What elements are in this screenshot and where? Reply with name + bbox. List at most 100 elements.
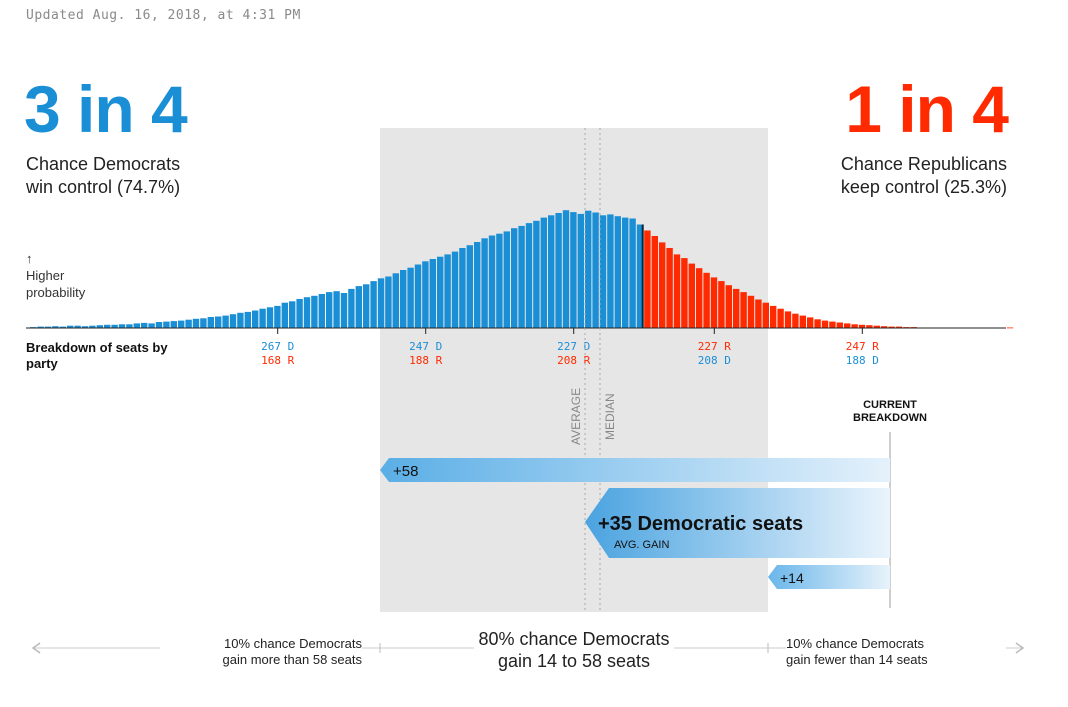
bar-253-seats bbox=[377, 278, 385, 328]
distribution-bars bbox=[30, 210, 1014, 329]
bar-256-seats bbox=[355, 286, 362, 328]
bar-183-seats bbox=[895, 326, 903, 328]
bar-263-seats bbox=[303, 297, 311, 328]
democrat-description: Chance Democrats win control (74.7%) bbox=[26, 153, 246, 199]
democrat-description-line1: Chance Democrats bbox=[26, 154, 181, 174]
avg-gain-label: +35 Democratic seats bbox=[598, 513, 803, 535]
bar-191-seats bbox=[836, 322, 843, 328]
bar-275-seats bbox=[215, 316, 222, 328]
bar-296-seats bbox=[59, 326, 66, 328]
bar-234-seats bbox=[518, 225, 525, 328]
updated-timestamp: Updated Aug. 16, 2018, at 4:31 PM bbox=[26, 8, 301, 23]
bar-195-seats bbox=[807, 317, 814, 328]
avg-gain-sublabel: AVG. GAIN bbox=[614, 539, 669, 551]
bar-248-seats bbox=[414, 264, 422, 328]
bar-271-seats bbox=[244, 311, 251, 328]
democrat-odds: 3 in 4 bbox=[24, 72, 188, 146]
bar-222-seats bbox=[607, 214, 614, 328]
bar-209-seats bbox=[703, 272, 710, 328]
bar-231-seats bbox=[540, 217, 547, 328]
bar-232-seats bbox=[533, 220, 540, 328]
bar-278-seats bbox=[192, 318, 200, 328]
tick-label-bottom-4: 188 D bbox=[846, 354, 879, 367]
bar-210-seats bbox=[696, 268, 703, 328]
bar-279-seats bbox=[185, 319, 192, 328]
bar-284-seats bbox=[148, 323, 155, 328]
bar-168-seats bbox=[1006, 327, 1014, 329]
bar-286-seats bbox=[133, 323, 140, 328]
bar-283-seats bbox=[155, 322, 163, 328]
bar-192-seats bbox=[829, 321, 836, 328]
high-range-caption: 10% chance Democrats gain fewer than 14 … bbox=[786, 636, 1006, 668]
tick-label-top-3: 227 R bbox=[698, 340, 731, 353]
bar-215-seats bbox=[659, 242, 666, 328]
bar-265-seats bbox=[289, 301, 296, 328]
high-gain-arrow bbox=[380, 458, 890, 482]
bar-243-seats bbox=[451, 251, 459, 328]
bar-240-seats bbox=[474, 242, 481, 328]
bar-223-seats bbox=[599, 215, 607, 328]
bar-205-seats bbox=[733, 288, 740, 328]
bar-216-seats bbox=[651, 236, 658, 328]
republican-description-line1: Chance Republicans bbox=[840, 154, 1007, 174]
bar-225-seats bbox=[585, 210, 592, 328]
bar-212-seats bbox=[681, 258, 688, 328]
bar-213-seats bbox=[673, 254, 681, 328]
bar-297-seats bbox=[52, 326, 59, 328]
tick-label-bottom-1: 188 R bbox=[409, 354, 442, 367]
low-range-caption-line2: gain more than 58 seats bbox=[222, 652, 362, 667]
tick-label-top-4: 247 R bbox=[846, 340, 879, 353]
probability-label-line1: Higher bbox=[26, 268, 65, 283]
bar-258-seats bbox=[340, 293, 348, 328]
bar-214-seats bbox=[666, 248, 673, 328]
bar-269-seats bbox=[259, 308, 266, 328]
up-arrow-icon: ↑ bbox=[26, 251, 33, 266]
bar-198-seats bbox=[784, 311, 792, 328]
bar-202-seats bbox=[755, 299, 762, 328]
bar-196-seats bbox=[799, 315, 806, 328]
avg-gain-arrow bbox=[585, 488, 890, 558]
bar-203-seats bbox=[747, 295, 755, 328]
probability-axis-label: ↑ Higher probability bbox=[26, 250, 85, 301]
high-range-caption-line1: 10% chance Democrats bbox=[786, 636, 925, 651]
bar-208-seats bbox=[710, 277, 718, 328]
bar-187-seats bbox=[866, 325, 873, 328]
bar-252-seats bbox=[385, 276, 392, 328]
bar-259-seats bbox=[333, 291, 340, 328]
bar-185-seats bbox=[881, 326, 888, 328]
bar-262-seats bbox=[311, 295, 318, 328]
bar-238-seats bbox=[488, 235, 496, 328]
bar-266-seats bbox=[281, 302, 288, 328]
current-label-line2: BREAKDOWN bbox=[853, 412, 927, 424]
bar-277-seats bbox=[200, 318, 207, 328]
bar-251-seats bbox=[392, 273, 399, 328]
republican-description-line2: keep control (25.3%) bbox=[840, 177, 1007, 197]
bar-257-seats bbox=[348, 288, 355, 328]
bar-264-seats bbox=[296, 299, 303, 328]
bar-219-seats bbox=[629, 218, 636, 328]
bar-226-seats bbox=[577, 213, 584, 328]
bar-207-seats bbox=[718, 281, 725, 328]
bar-188-seats bbox=[858, 324, 866, 328]
bar-204-seats bbox=[740, 292, 747, 328]
republican-description: Chance Republicans keep control (25.3%) bbox=[747, 153, 1007, 199]
bar-221-seats bbox=[614, 216, 621, 328]
average-label: AVERAGE bbox=[569, 388, 583, 445]
bar-247-seats bbox=[422, 261, 429, 328]
tick-label-top-0: 267 D bbox=[261, 340, 294, 353]
bar-239-seats bbox=[481, 238, 488, 328]
bar-260-seats bbox=[326, 292, 333, 328]
probability-label-line2: probability bbox=[26, 285, 86, 300]
bar-268-seats bbox=[266, 307, 274, 328]
bar-285-seats bbox=[141, 322, 148, 328]
low-gain-label: +14 bbox=[780, 570, 804, 586]
bar-249-seats bbox=[407, 267, 414, 328]
bar-272-seats bbox=[237, 312, 244, 328]
median-label: MEDIAN bbox=[603, 393, 617, 440]
bar-200-seats bbox=[770, 305, 777, 328]
breakdown-label-line2: party bbox=[26, 356, 58, 371]
bar-184-seats bbox=[888, 326, 895, 328]
low-range-caption: 10% chance Democrats gain more than 58 s… bbox=[160, 636, 362, 668]
bar-227-seats bbox=[570, 212, 577, 328]
bar-197-seats bbox=[792, 313, 799, 328]
